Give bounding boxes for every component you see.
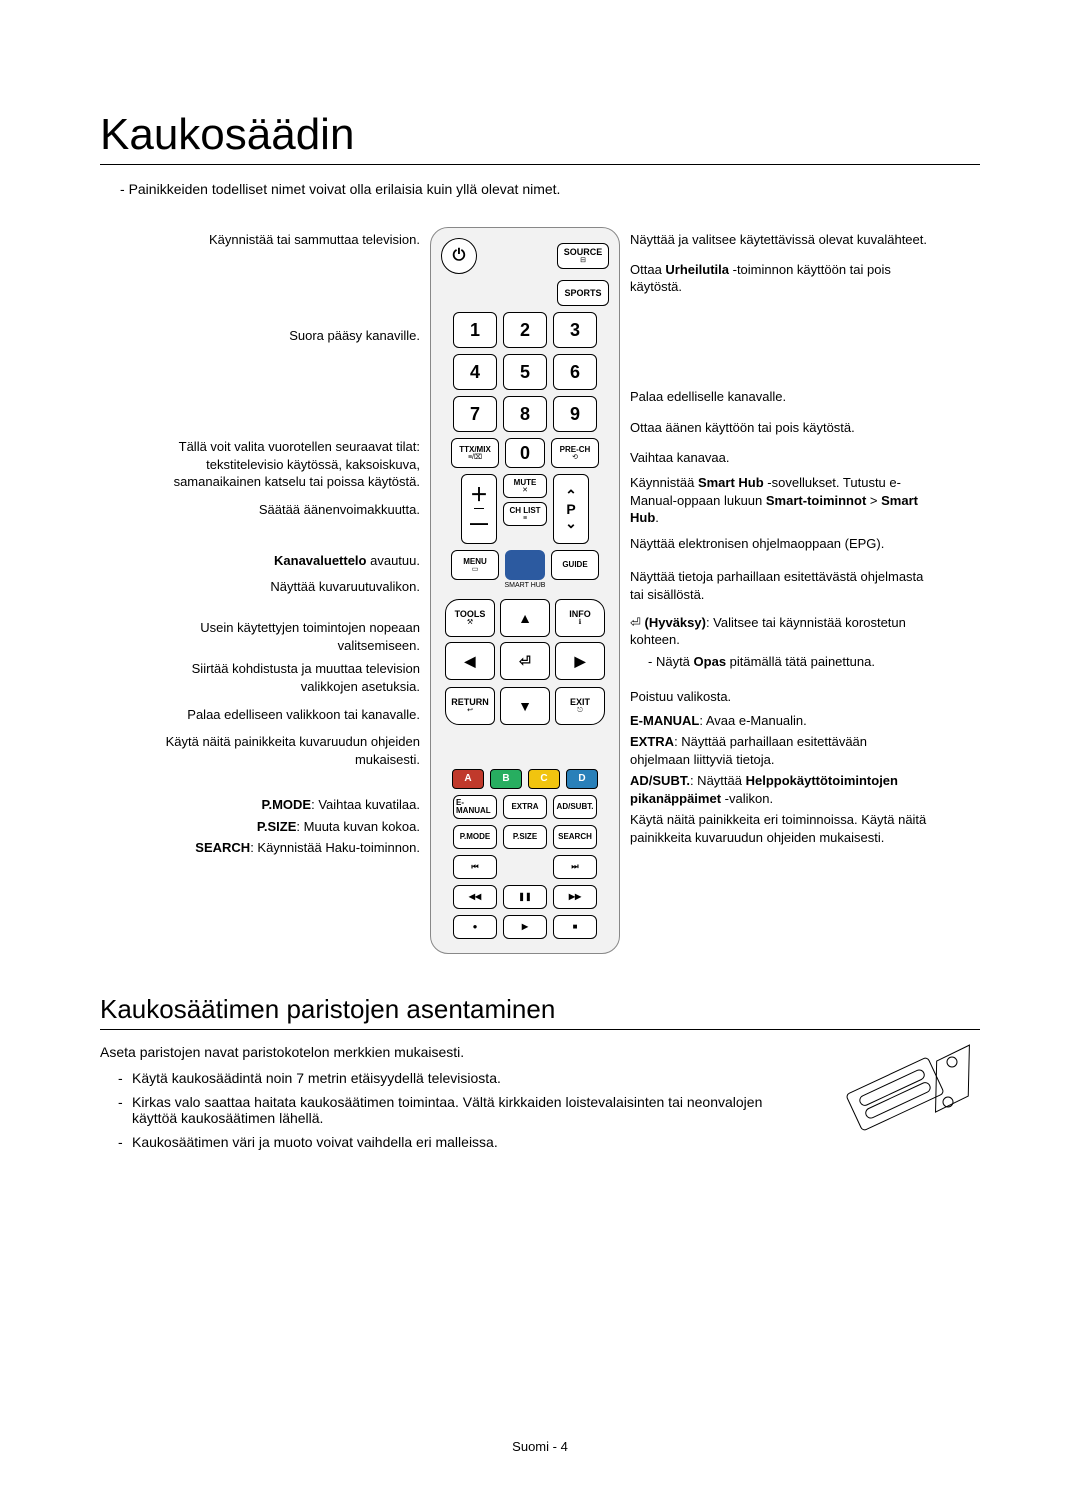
label-direct-access: Suora pääsy kanaville. — [150, 327, 420, 345]
mute-button[interactable]: MUTE✕ — [503, 474, 547, 498]
label-enter-note: - Näytä Opas pitämällä tätä painettuna. — [630, 653, 930, 671]
label-extra: EXTRA: Näyttää parhaillaan esitettävään … — [630, 733, 930, 768]
label-emanual: E-MANUAL: Avaa e-Manualin. — [630, 712, 930, 730]
channel-rocker[interactable]: ⌃P⌄ — [553, 474, 589, 544]
battery-bullet-1: Käytä kaukosäädintä noin 7 metrin etäisy… — [118, 1070, 980, 1086]
num-5-button[interactable]: 5 — [503, 354, 547, 390]
intro-note: Painikkeiden todelliset nimet voivat oll… — [120, 181, 980, 197]
color-d-button[interactable]: D — [566, 769, 598, 789]
num-3-button[interactable]: 3 — [553, 312, 597, 348]
label-prech: Palaa edelliselle kanavalle. — [630, 388, 930, 406]
extra-button[interactable]: EXTRA — [503, 795, 547, 819]
chlist-button[interactable]: CH LIST≡ — [503, 502, 547, 526]
num-0-button[interactable]: 0 — [505, 438, 545, 468]
color-a-button[interactable]: A — [452, 769, 484, 789]
smarthub-label: SMART HUB — [441, 582, 609, 589]
guide-button[interactable]: GUIDE — [551, 550, 599, 580]
label-psize: P.SIZE: Muuta kuvan kokoa. — [150, 818, 420, 836]
battery-bullet-3: Kaukosäätimen väri ja muoto voivat vaihd… — [118, 1134, 980, 1150]
forward-button[interactable]: ▶▶ — [553, 885, 597, 909]
menu-button[interactable]: MENU▭ — [451, 550, 499, 580]
label-color-buttons: Käytä näitä painikkeita kuvaruudun ohjei… — [150, 733, 420, 768]
label-return: Palaa edelliseen valikkoon tai kanavalle… — [150, 706, 420, 724]
prev-track-button[interactable]: ⏮ — [453, 855, 497, 879]
num-8-button[interactable]: 8 — [503, 396, 547, 432]
prech-button[interactable]: PRE-CH⟲ — [551, 438, 599, 468]
color-b-button[interactable]: B — [490, 769, 522, 789]
label-tools: Usein käytettyjen toimintojen nopeaan va… — [150, 619, 420, 654]
tools-button[interactable]: TOOLS⚒ — [445, 599, 495, 637]
exit-button[interactable]: EXIT⎋ — [555, 687, 605, 725]
pause-button[interactable]: ❚❚ — [503, 885, 547, 909]
smarthub-button[interactable] — [505, 550, 545, 580]
volume-rocker[interactable]: ＋—— — [461, 474, 497, 544]
record-button[interactable]: ● — [453, 915, 497, 939]
label-sports: Ottaa Urheilutila -toiminnon käyttöön ta… — [630, 261, 930, 296]
label-exit: Poistuu valikosta. — [630, 688, 930, 706]
label-ttx: Tällä voit valita vuorotellen seuraavat … — [150, 438, 420, 491]
label-channel: Vaihtaa kanavaa. — [630, 449, 930, 467]
label-smarthub: Käynnistää Smart Hub -sovellukset. Tutus… — [630, 474, 930, 527]
emanual-button[interactable]: E-MANUAL — [453, 795, 497, 819]
color-c-button[interactable]: C — [528, 769, 560, 789]
remote-diagram: Käynnistää tai sammuttaa television. Suo… — [100, 227, 980, 954]
label-power: Käynnistää tai sammuttaa television. — [150, 231, 420, 249]
pmode-button[interactable]: P.MODE — [453, 825, 497, 849]
label-search: SEARCH: Käynnistää Haku-toiminnon. — [150, 839, 420, 857]
play-button[interactable]: ▶ — [503, 915, 547, 939]
up-button[interactable]: ▲ — [500, 599, 550, 637]
label-adsubt: AD/SUBT.: Näyttää Helppokäyttötoimintoje… — [630, 772, 930, 807]
ttx-button[interactable]: TTX/MIX≡/⌧ — [451, 438, 499, 468]
return-button[interactable]: RETURN↩ — [445, 687, 495, 725]
enter-button[interactable]: ⏎ — [500, 642, 550, 680]
label-info: Näyttää tietoja parhaillaan esitettäväst… — [630, 568, 930, 603]
rewind-button[interactable]: ◀◀ — [453, 885, 497, 909]
num-6-button[interactable]: 6 — [553, 354, 597, 390]
right-button[interactable]: ▶ — [555, 642, 605, 680]
label-guide: Näyttää elektronisen ohjelmaoppaan (EPG)… — [630, 535, 930, 553]
num-2-button[interactable]: 2 — [503, 312, 547, 348]
battery-heading: Kaukosäätimen paristojen asentaminen — [100, 994, 980, 1030]
label-chlist: Kanavaluettelo avautuu. — [150, 552, 420, 570]
battery-bullet-2: Kirkas valo saattaa haitata kaukosäätime… — [118, 1094, 980, 1126]
label-enter: ⏎ (Hyväksy): Valitsee tai käynnistää kor… — [630, 614, 930, 649]
label-cursor: Siirtää kohdistusta ja muuttaa televisio… — [150, 660, 420, 695]
label-source: Näyttää ja valitsee käytettävissä olevat… — [630, 231, 930, 249]
battery-bullets: Käytä kaukosäädintä noin 7 metrin etäisy… — [100, 1070, 980, 1150]
label-mute: Ottaa äänen käyttöön tai pois käytöstä. — [630, 419, 930, 437]
label-pmode: P.MODE: Vaihtaa kuvatilaa. — [150, 796, 420, 814]
num-4-button[interactable]: 4 — [453, 354, 497, 390]
psize-button[interactable]: P.SIZE — [503, 825, 547, 849]
label-volume: Säätää äänenvoimakkuutta. — [150, 501, 420, 519]
search-button[interactable]: SEARCH — [553, 825, 597, 849]
adsubt-button[interactable]: AD/SUBT. — [553, 795, 597, 819]
info-button[interactable]: INFOℹ — [555, 599, 605, 637]
source-button[interactable]: SOURCE⊟ — [557, 243, 609, 269]
power-button[interactable]: ⏻ — [441, 238, 477, 274]
next-track-button[interactable]: ⏭ — [553, 855, 597, 879]
label-playback: Käytä näitä painikkeita eri toiminnoissa… — [630, 811, 930, 846]
num-7-button[interactable]: 7 — [453, 396, 497, 432]
num-9-button[interactable]: 9 — [553, 396, 597, 432]
page-footer: Suomi - 4 — [0, 1439, 1080, 1454]
num-1-button[interactable]: 1 — [453, 312, 497, 348]
down-button[interactable]: ▼ — [500, 687, 550, 725]
stop-button[interactable]: ■ — [553, 915, 597, 939]
sports-button[interactable]: SPORTS — [557, 280, 609, 306]
remote-body: ⏻ SOURCE⊟ SPORTS 1 2 3 4 5 6 7 8 9 TTX/M… — [430, 227, 620, 954]
dpad: TOOLS⚒ ▲ INFOℹ ◀ ⏎ ▶ RETURN↩ ▼ EXIT⎋ — [445, 599, 605, 759]
left-button[interactable]: ◀ — [445, 642, 495, 680]
label-menu: Näyttää kuvaruutuvalikon. — [150, 578, 420, 596]
page-title: Kaukosäädin — [100, 110, 980, 165]
